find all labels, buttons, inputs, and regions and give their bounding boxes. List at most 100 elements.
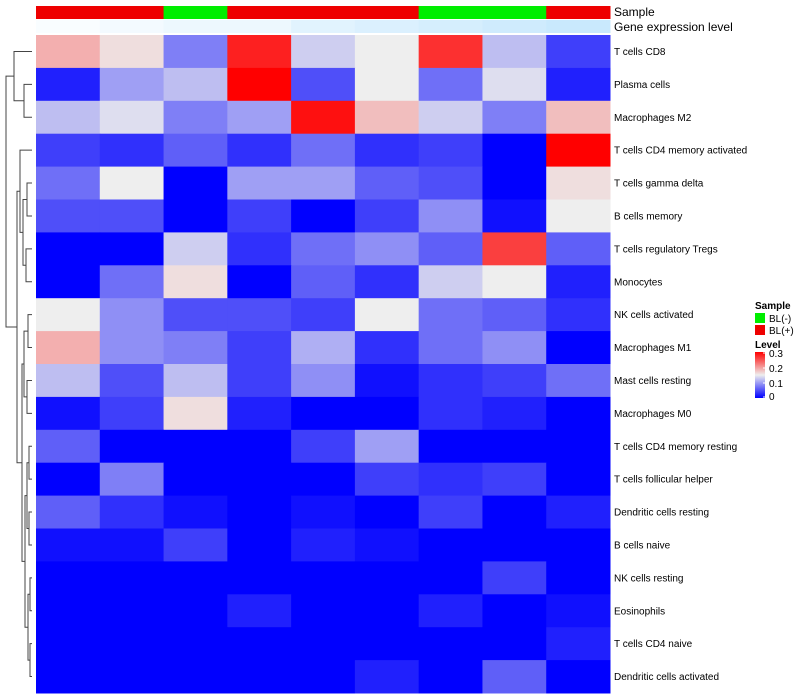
heatmap-cell [354,462,420,497]
row-label: Eosinophils [614,606,665,617]
sample-annotation-cell [546,6,611,19]
heatmap-cell [163,199,228,233]
heatmap-cell [36,265,101,299]
heatmap-cell [99,100,165,135]
heatmap-cell [291,561,356,595]
heatmap-cell [227,133,292,168]
heatmap-cell [36,660,101,694]
heatmap-cell [418,627,483,661]
heatmap-cell [99,331,165,365]
heatmap-cell [354,67,420,102]
heatmap-cell [291,232,356,266]
heatmap-cell [36,100,101,135]
heatmap-cell [482,462,547,497]
heatmap-cell [546,627,611,661]
heatmap-cell [546,462,611,497]
dendrogram-branch [19,149,32,233]
sample-annotation-cell [354,6,420,19]
sample-annotation-label: Sample [614,5,655,19]
heatmap-cell [291,199,356,233]
heatmap-cell [418,67,483,102]
expression-annotation-cell [227,20,292,33]
heatmap-cell [163,495,228,529]
row-label: T cells CD4 memory resting [614,442,737,453]
heatmap-cell [418,232,483,266]
heatmap-cell [227,265,292,299]
heatmap-cell [36,495,101,529]
heatmap-cell [163,462,228,497]
heatmap-cell [227,166,292,200]
heatmap-cell [482,528,547,562]
heatmap-cell [36,594,101,628]
heatmap-cell [546,133,611,168]
dendrogram-branch [27,314,32,349]
heatmap-cell [291,100,356,135]
heatmap-cell [546,528,611,562]
expression-annotation-label: Gene expression level [614,20,733,34]
heatmap-cell [99,166,165,200]
level-legend-tick-label: 0.1 [769,379,783,390]
heatmap-cell [99,429,165,464]
heatmap-cell [418,35,483,69]
heatmap-cell [99,561,165,595]
heatmap-cell [291,298,356,332]
expression-annotation-cell [482,20,547,33]
heatmap-cell [36,298,101,332]
heatmap-cell [36,396,101,431]
dendrogram-branch [5,75,17,328]
dendrogram-branch [26,379,32,414]
heatmap-cell [99,232,165,266]
level-legend-tick-label: 0 [769,392,775,403]
heatmap-cell [36,627,101,661]
heatmap-cell [36,232,101,266]
expression-annotation-cell [354,20,420,33]
sample-annotation-cell [36,6,101,19]
heatmap-cell [482,100,547,135]
heatmap-cell [482,35,547,69]
heatmap-cell [546,67,611,102]
heatmap-cell [227,627,292,661]
expression-annotation-cell [418,20,483,33]
row-label: T cells follicular helper [614,475,713,486]
heatmap-cell [418,265,483,299]
heatmap-cell [36,528,101,562]
heatmap-cell [291,67,356,102]
heatmap-cell [227,100,292,135]
heatmap-cell [163,660,228,694]
row-labels: T cells CD8 Plasma cells Macrophages M2 T c… [614,47,747,683]
row-label: Dendritic cells resting [614,508,709,519]
heatmap-cell [36,561,101,595]
heatmap-cell [163,35,228,69]
sample-annotation-cell [99,6,165,19]
heatmap-cell [99,396,165,431]
dendrogram-branch [28,511,32,546]
sample-annotation-bar [36,6,611,19]
heatmap-cell [482,627,547,661]
row-label: Plasma cells [614,80,670,91]
heatmap-cell [291,166,356,200]
heatmap-cell [291,462,356,497]
row-label: T cells CD4 memory activated [614,146,747,157]
level-legend-tick-label: 0.3 [769,349,783,360]
heatmap-cell [546,100,611,135]
heatmap-cell [354,166,420,200]
heatmap-cell [354,35,420,69]
heatmap-cell [291,265,356,299]
heatmap-cell [163,133,228,168]
dendrogram-branch [13,50,32,102]
heatmap-cell [227,528,292,562]
heatmap-cell [163,232,228,266]
heatmap-cell [163,100,228,135]
heatmap-cell [163,396,228,431]
heatmap-cell [418,429,483,464]
heatmap-cell [227,561,292,595]
expression-annotation-bar [36,20,611,33]
heatmap-cell [163,166,228,200]
heatmap-cell [99,67,165,102]
heatmap-cell [99,265,165,299]
heatmap-cell [36,199,101,233]
heatmap-cell [418,133,483,168]
sample-legend-label-bl-minus: BL(-) [769,314,791,325]
heatmap-cell [227,429,292,464]
heatmap-cell [291,35,356,69]
